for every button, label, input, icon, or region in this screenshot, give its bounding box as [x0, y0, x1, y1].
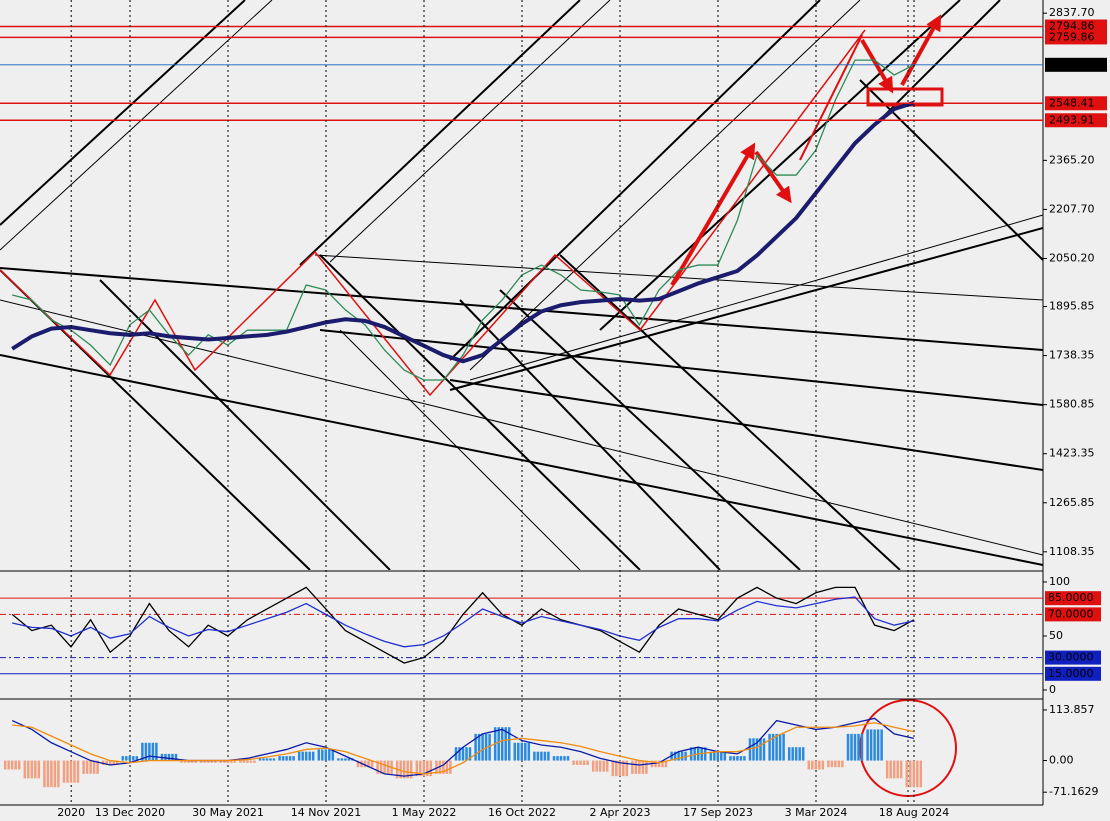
x-tick-label: 30 May 2021 — [192, 806, 264, 819]
y-tick-label: 113.857 — [1049, 703, 1095, 716]
x-tick-label: 3 Mar 2024 — [785, 806, 848, 819]
y-tick-label: 100 — [1049, 575, 1070, 588]
x-tick-label: 13 Dec 2020 — [95, 806, 165, 819]
x-tick-label: 1 May 2022 — [392, 806, 457, 819]
level-label-box — [1045, 666, 1101, 681]
price-label: 2548.41 — [1049, 96, 1095, 109]
price-label-box — [1045, 96, 1107, 111]
y-tick-label: 1895.85 — [1049, 300, 1095, 313]
y-tick-label: 1423.35 — [1049, 447, 1095, 460]
level-label-box — [1045, 650, 1101, 665]
x-tick-label: 17 Sep 2023 — [683, 806, 753, 819]
y-tick-label: 1265.85 — [1049, 496, 1095, 509]
price-label: 2794.86 — [1049, 20, 1095, 33]
price-label: 2671.94 — [1049, 58, 1095, 71]
series-line — [12, 596, 914, 648]
price-label-box — [1045, 113, 1107, 128]
level-label-box — [1045, 591, 1101, 606]
level-label-box — [1045, 607, 1101, 622]
x-tick-label: 14 Nov 2021 — [291, 806, 361, 819]
y-tick-label: 1108.35 — [1049, 545, 1095, 558]
level-label: 15.0000 — [1048, 667, 1094, 680]
series-line — [11, 717, 914, 777]
price-label-box — [1045, 30, 1107, 45]
price-label: 2759.86 — [1049, 30, 1095, 43]
price-label: 2493.91 — [1049, 113, 1095, 126]
y-tick-label: 2207.70 — [1049, 202, 1095, 215]
y-tick-label: 2365.20 — [1049, 153, 1095, 166]
x-tick-label: 16 Oct 2022 — [488, 806, 556, 819]
y-tick-label: 50 — [1049, 629, 1063, 642]
y-tick-label: 2837.70 — [1049, 6, 1095, 19]
y-tick-label: 1738.35 — [1049, 349, 1095, 362]
x-tick-label: 18 Aug 2024 — [879, 806, 949, 819]
y-tick-label: 0.00 — [1049, 754, 1074, 767]
level-label: 30.0000 — [1048, 651, 1094, 664]
level-label: 85.0000 — [1048, 591, 1094, 604]
y-tick-label: 1580.85 — [1049, 398, 1095, 411]
x-tick-label: 2020 — [57, 806, 85, 819]
series-line — [12, 722, 914, 775]
y-tick-label: 2050.20 — [1049, 251, 1095, 264]
series-line — [11, 100, 915, 364]
y-tick-label: -71.1629 — [1049, 785, 1098, 798]
y-tick-label: 0 — [1049, 683, 1056, 696]
series-line — [11, 586, 915, 664]
price-label-box — [1045, 19, 1107, 34]
series-line — [12, 59, 915, 381]
price-label-box — [1045, 57, 1107, 72]
level-label: 70.0000 — [1048, 607, 1094, 620]
x-tick-label: 2 Apr 2023 — [589, 806, 650, 819]
